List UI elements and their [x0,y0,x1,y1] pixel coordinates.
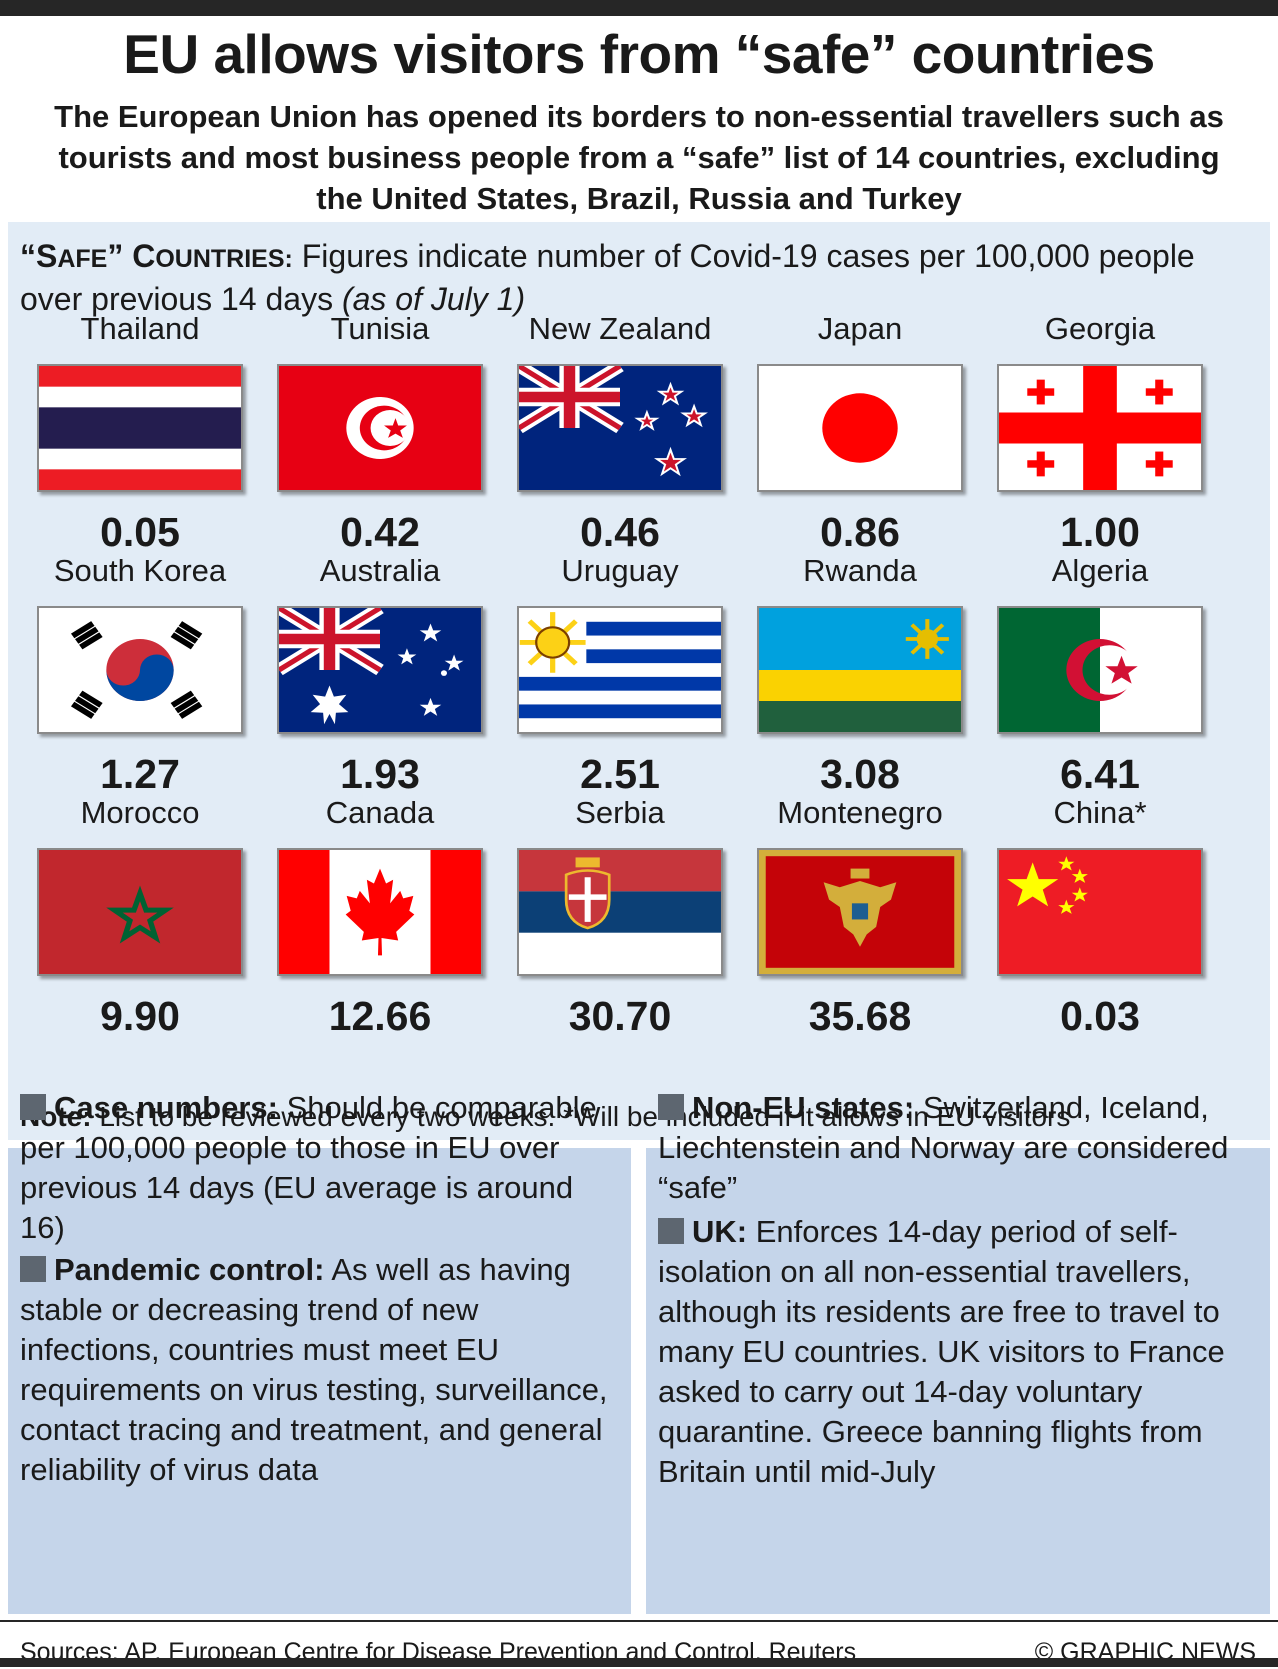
country-name: Rwanda [803,553,917,588]
case-rate-value: 1.93 [340,751,420,797]
case-rate-value: 0.03 [1060,993,1140,1039]
bullet-square-icon [20,1256,46,1282]
country-name: Uruguay [561,553,679,588]
georgia-flag-icon [997,364,1203,492]
country-card-rwanda: Rwanda 3.08 [740,552,980,798]
country-card-serbia: Serbia 30.70 [500,794,740,1040]
case-rate-value: 9.90 [100,993,180,1039]
safe-countries-label: “SAFE” COUNTRIES: [20,238,293,274]
country-name: Serbia [575,795,665,830]
rwanda-flag-icon [757,606,963,734]
note-text: List to be reviewed every two weeks. *Wi… [91,1101,1071,1132]
country-card-australia: Australia 1.93 [260,552,500,798]
thailand-flag-icon [37,364,243,492]
non-eu-states-text: Switzerland, Iceland, Liechtenstein and … [658,1090,1229,1205]
footer-rule [0,1620,1278,1669]
morocco-flag-icon [37,848,243,976]
country-card-algeria: Algeria 6.41 [980,552,1220,798]
new-zealand-flag-icon [517,364,723,492]
bullet-square-icon [658,1094,684,1120]
uk-text: Enforces 14-day period of self-isolation… [658,1214,1225,1489]
case-rate-value: 2.51 [580,751,660,797]
uk-item: UK: Enforces 14-day period of self-isola… [658,1212,1258,1492]
country-card-china: China* 0.03 [980,794,1220,1040]
country-card-japan: Japan 0.86 [740,310,980,556]
country-card-uruguay: Uruguay 2.51 [500,552,740,798]
china-flag-icon [997,848,1203,976]
country-name: New Zealand [528,311,712,346]
montenegro-flag-icon [757,848,963,976]
japan-flag-icon [757,364,963,492]
algeria-flag-icon [997,606,1203,734]
page-title: EU allows visitors from “safe” countries [123,23,1155,85]
country-card-canada: Canada 12.66 [260,794,500,1040]
country-name: Canada [325,795,435,830]
non-eu-states-label: Non-EU states: [692,1090,915,1125]
case-numbers-text: Should be comparable per 100,000 people … [20,1090,597,1245]
pandemic-control-item: Pandemic control: As well as having stab… [20,1250,620,1490]
case-rate-value: 0.86 [820,509,900,555]
country-card-south-korea: South Korea 1.27 [20,552,260,798]
case-numbers-label: Case numbers: [54,1090,278,1125]
country-card-morocco: Morocco 9.90 [20,794,260,1040]
bullet-square-icon [658,1218,684,1244]
country-name: Japan [817,311,903,346]
case-rate-value: 1.00 [1060,509,1140,555]
case-rate-value: 1.27 [100,751,180,797]
south-korea-flag-icon [37,606,243,734]
country-name: Thailand [80,311,200,346]
safe-countries-header: “SAFE” COUNTRIES: Figures indicate numbe… [20,236,1260,319]
country-name: Georgia [1044,311,1156,346]
case-rate-value: 30.70 [568,993,672,1039]
country-card-georgia: Georgia 1.00 [980,310,1220,556]
country-card-new-zealand: New Zealand 0.46 [500,310,740,556]
country-name: South Korea [53,553,227,588]
non-eu-states-item: Non-EU states: Switzerland, Iceland, Lie… [658,1088,1258,1208]
case-rate-value: 12.66 [328,993,432,1039]
case-numbers-item: Case numbers: Should be comparable per 1… [20,1088,620,1248]
country-card-tunisia: Tunisia 0.42 [260,310,500,556]
uk-label: UK: [692,1214,748,1249]
country-name: Morocco [80,795,200,830]
case-rate-value: 3.08 [820,751,900,797]
safe-countries-date: (as of July 1) [341,281,526,317]
case-rate-value: 35.68 [808,993,912,1039]
uruguay-flag-icon [517,606,723,734]
country-card-thailand: Thailand 0.05 [20,310,260,556]
criteria-box-left [8,1148,631,1614]
australia-flag-icon [277,606,483,734]
case-rate-value: 0.42 [340,509,420,555]
review-note: Note: List to be reviewed every two week… [20,1100,1260,1134]
case-rate-value: 0.46 [580,509,660,555]
country-card-montenegro: Montenegro 35.68 [740,794,980,1040]
pandemic-control-label: Pandemic control: [54,1252,325,1287]
country-name: Australia [319,553,441,588]
serbia-flag-icon [517,848,723,976]
country-name: Tunisia [330,311,430,346]
canada-flag-icon [277,848,483,976]
criteria-box-right [646,1148,1270,1614]
tunisia-flag-icon [277,364,483,492]
country-name: Algeria [1051,553,1149,588]
bottom-rule [0,1658,1278,1667]
safe-countries-description: Figures indicate number of Covid-19 case… [20,238,1195,317]
bullet-square-icon [20,1094,46,1120]
country-name: Montenegro [777,795,943,830]
page-subtitle: The European Union has opened its border… [54,99,1224,216]
top-rule [0,0,1278,16]
country-name: China* [1053,795,1147,830]
case-rate-value: 6.41 [1060,751,1140,797]
pandemic-control-text: As well as having stable or decreasing t… [20,1252,608,1487]
case-rate-value: 0.05 [100,509,180,555]
